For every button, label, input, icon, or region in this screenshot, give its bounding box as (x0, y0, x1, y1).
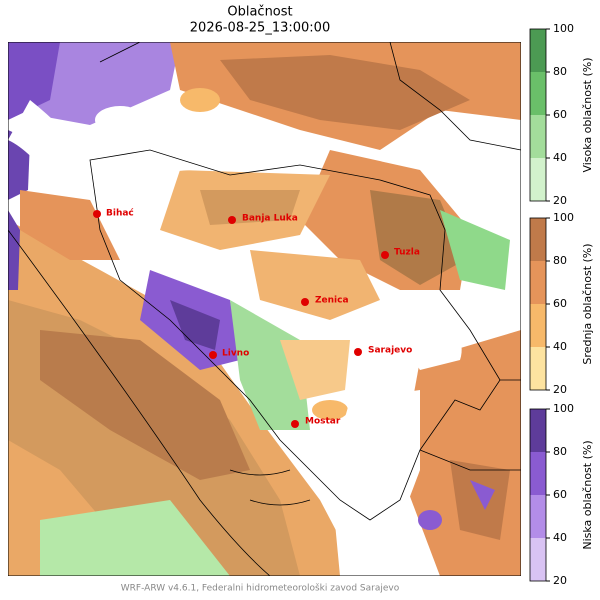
colorbar-label: Srednja oblačnost (%) (581, 243, 594, 364)
colorbar-bin (530, 347, 546, 390)
city-label: Mostar (305, 417, 341, 427)
colorbar-tick-label: 60 (553, 297, 567, 310)
city-label: Tuzla (394, 248, 420, 258)
colorbar-tick-label: 40 (553, 151, 567, 164)
colorbar-tick-label: 100 (553, 211, 574, 224)
colorbar-tick-label: 80 (553, 445, 567, 458)
colorbar-bin (530, 452, 546, 495)
colorbar-tick-label: 100 (553, 402, 574, 415)
city-marker (301, 298, 309, 306)
footer: WRF-ARW v4.6.1, Federalni hidrometeorolo… (121, 583, 400, 594)
colorbar-tick-label: 80 (553, 65, 567, 78)
colorbar-bin (530, 29, 546, 72)
city-label: Bihać (106, 208, 134, 219)
city-marker (209, 351, 217, 359)
cities: Bihać Banja Luka Tuzla Zenica Sarajevo L… (93, 208, 420, 428)
city-marker (354, 348, 362, 356)
colorbar-bin (530, 158, 546, 201)
colorbar-bin (530, 304, 546, 347)
subtitle: 2026-08-25_13:00:00 (190, 21, 330, 36)
colorbar-tick-label: 60 (553, 488, 567, 501)
colorbar-bin (530, 495, 546, 538)
cloud-field (8, 42, 521, 576)
colorbar-label: Niska oblačnost (%) (581, 440, 594, 549)
colorbar-tick-label: 40 (553, 531, 567, 544)
colorbar-bin (530, 538, 546, 581)
city-label: Banja Luka (242, 214, 298, 224)
colorbar-bin (530, 115, 546, 158)
colorbar-label: Visoka oblačnost (%) (581, 57, 594, 172)
city-label: Sarajevo (368, 346, 412, 356)
colorbar-tick-label: 80 (553, 254, 567, 267)
colorbar-tick-label: 20 (553, 383, 567, 396)
title: Oblačnost (227, 5, 292, 20)
colorbar-tick-label: 20 (553, 574, 567, 587)
colorbar-tick-label: 60 (553, 108, 567, 121)
colorbar-bin (530, 261, 546, 304)
city-label: Livno (222, 349, 249, 359)
colorbar-bin (530, 409, 546, 452)
city-marker (93, 210, 101, 218)
city-label: Zenica (315, 296, 349, 306)
colorbar-tick-label: 20 (553, 194, 567, 207)
colorbar-tick-label: 100 (553, 22, 574, 35)
colorbar-tick-label: 40 (553, 340, 567, 353)
city-marker (228, 216, 236, 224)
city-marker (291, 420, 299, 428)
colorbar-bin (530, 72, 546, 115)
colorbar-bin (530, 218, 546, 261)
city-marker (381, 251, 389, 259)
